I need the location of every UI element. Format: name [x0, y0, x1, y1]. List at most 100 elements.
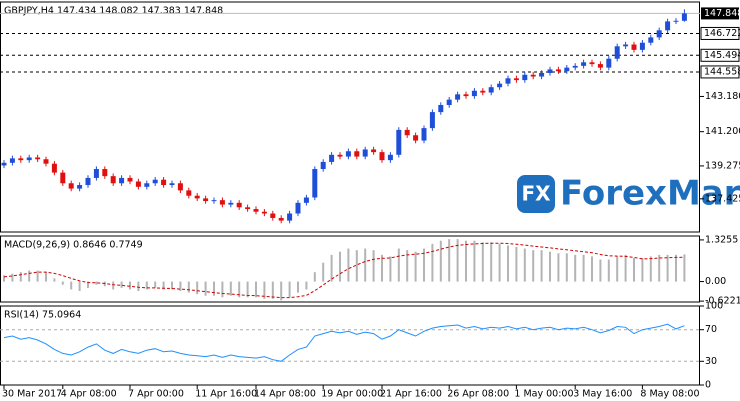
x-tick-label: 26 Apr 08:00: [447, 389, 509, 400]
x-tick-label: 4 Apr 08:00: [61, 389, 117, 400]
macd-bar: [339, 251, 341, 282]
candle-body: [438, 104, 444, 113]
candle-body: [530, 74, 536, 77]
candle-body: [480, 90, 486, 93]
macd-bar: [313, 272, 316, 282]
y-tick-label: -0.6221: [705, 296, 740, 307]
candle-body: [119, 177, 125, 184]
rsi-line: [3, 323, 685, 362]
candle-body: [463, 94, 469, 97]
candle-body: [312, 169, 318, 198]
macd-bar: [481, 242, 484, 282]
y-tick-label: 0.00: [705, 276, 726, 287]
macd-bar: [666, 254, 669, 282]
macd-bar: [162, 281, 165, 290]
candle-body: [455, 94, 461, 100]
x-tick-label: 3 May 16:00: [573, 389, 632, 400]
y-tick-label: 139.275: [705, 160, 740, 171]
macd-bar: [255, 281, 257, 298]
candle-body: [547, 69, 553, 73]
candle-body: [1, 162, 7, 166]
macd-bar: [389, 256, 392, 282]
candle-body: [85, 177, 91, 186]
candle-body: [421, 128, 427, 141]
candle-body: [169, 183, 175, 186]
macd-bar: [95, 281, 98, 285]
macd-bar: [229, 281, 232, 296]
macd-bar: [624, 254, 627, 282]
x-tick-label: 7 Apr 00:00: [128, 389, 184, 400]
candle-body: [18, 158, 24, 161]
macd-bar: [271, 281, 274, 299]
macd-bar: [347, 248, 350, 282]
candle-body: [278, 217, 284, 221]
x-tick-label: 14 Apr 08:00: [254, 389, 316, 400]
macd-bar: [238, 281, 241, 298]
candle-body: [497, 83, 503, 88]
candle-body: [51, 163, 57, 173]
y-tick-label: 30: [705, 356, 717, 367]
macd-bar: [448, 239, 451, 282]
y-tick-label: 70: [705, 324, 717, 335]
candle-body: [539, 72, 545, 77]
macd-bar: [498, 243, 501, 282]
candle-body: [152, 179, 158, 184]
candle-body: [656, 30, 662, 38]
logo-text: FX: [521, 182, 551, 206]
candle-body: [270, 213, 276, 218]
candle-body: [194, 195, 200, 199]
macd-bar: [381, 254, 383, 282]
candle-body: [606, 58, 612, 68]
level-label: 144.558: [704, 66, 740, 77]
candle-body: [581, 62, 587, 66]
macd-bar: [532, 250, 535, 282]
signal-line: [3, 242, 685, 299]
candle-body: [26, 157, 32, 161]
macd-bar: [204, 281, 207, 296]
candle-body: [404, 129, 410, 136]
macd-bar: [297, 281, 299, 293]
level-label-box: [700, 26, 740, 40]
panel-title: RSI(14) 75.0964: [4, 310, 81, 321]
macd-bar: [87, 281, 89, 288]
watermark-text: ForexMart: [560, 174, 740, 214]
macd-bar: [515, 247, 518, 282]
macd-bar: [431, 243, 434, 282]
macd-bar: [641, 258, 644, 282]
candle-body: [522, 74, 528, 81]
x-tick-label: 11 Apr 16:00: [195, 389, 257, 400]
macd-bar: [397, 248, 400, 282]
macd-bar: [78, 281, 81, 291]
macd-bar: [120, 281, 123, 288]
macd-bar: [305, 281, 308, 290]
y-tick-label: 141.200: [705, 126, 740, 137]
panel-frame: [0, 1, 700, 233]
candle-body: [564, 67, 570, 72]
macd-bar: [372, 250, 375, 282]
candle-body: [513, 78, 519, 81]
candle-body: [387, 154, 393, 161]
macd-bar: [523, 248, 526, 282]
candle-body: [396, 129, 402, 155]
candle-body: [68, 183, 74, 189]
candle-body: [597, 64, 603, 68]
macd-bar: [288, 281, 291, 298]
macd-bar: [221, 281, 224, 298]
macd-bar: [439, 240, 442, 282]
x-tick-label: 1 May 00:00: [514, 389, 573, 400]
macd-bar: [112, 281, 115, 290]
candle-body: [127, 177, 133, 182]
macd-bar: [574, 254, 577, 282]
macd-bar: [490, 242, 493, 282]
macd-bar: [179, 281, 182, 291]
candle-body: [135, 181, 141, 187]
candle-body: [345, 151, 351, 157]
candle-body: [287, 213, 293, 221]
level-label-box: [700, 65, 740, 79]
candle-body: [261, 211, 267, 214]
candle-body: [60, 172, 66, 184]
macd-bar: [196, 281, 199, 295]
macd-bar: [599, 259, 602, 282]
level-label-box: [700, 48, 740, 62]
